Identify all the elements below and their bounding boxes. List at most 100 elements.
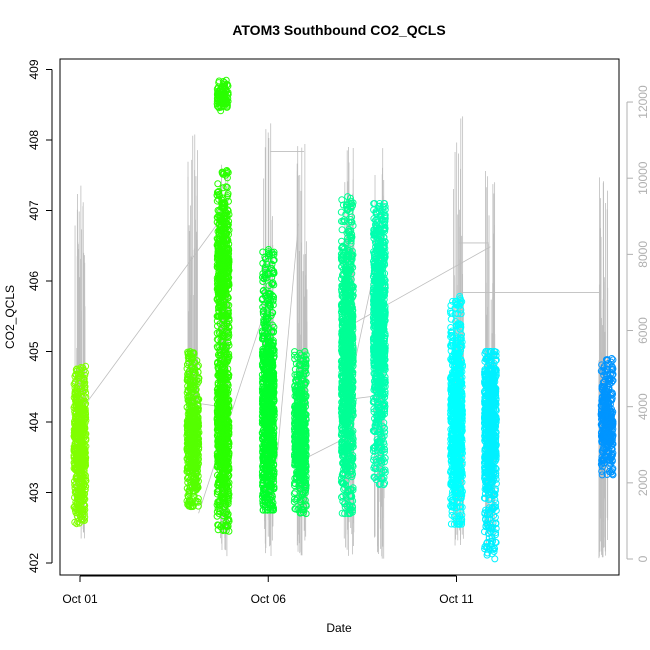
co2-point <box>70 454 78 462</box>
co2-point <box>72 473 80 481</box>
co2-point <box>185 445 193 453</box>
co2-point <box>184 478 192 486</box>
co2-point <box>193 482 201 490</box>
co2-point <box>74 402 82 410</box>
co2-point <box>81 457 89 465</box>
co2-point <box>225 517 233 525</box>
co2-point <box>76 465 84 473</box>
co2-point <box>189 384 197 392</box>
co2-point <box>77 438 85 446</box>
co2-point <box>191 466 199 474</box>
co2-point <box>186 501 194 509</box>
co2-point <box>186 456 194 464</box>
co2-point <box>192 390 200 398</box>
co2-point <box>184 474 192 482</box>
co2-point <box>76 472 84 480</box>
co2-point <box>194 472 202 480</box>
co2-point <box>79 444 87 452</box>
co2-point <box>184 467 192 475</box>
co2-point <box>80 500 88 508</box>
co2-point <box>185 349 193 357</box>
co2-point <box>75 519 83 527</box>
co2-point <box>188 362 196 370</box>
co2-point <box>189 402 197 410</box>
co2-point <box>82 483 90 491</box>
co2-point <box>72 428 80 436</box>
co2-point <box>81 431 89 439</box>
co2-point <box>80 380 88 388</box>
co2-point <box>77 515 85 523</box>
co2-point <box>193 443 201 451</box>
co2-point <box>79 493 87 501</box>
co2-point <box>219 512 227 520</box>
co2-point <box>71 493 79 501</box>
co2-point <box>192 419 200 427</box>
co2-point <box>73 483 81 491</box>
co2-point <box>183 422 191 430</box>
co2-point <box>188 399 196 407</box>
co2-point <box>195 395 203 403</box>
co2-points <box>70 76 617 563</box>
co2-point <box>72 498 80 506</box>
co2-point <box>194 407 202 415</box>
co2-point <box>214 180 222 188</box>
co2-point <box>194 502 202 510</box>
co2-point <box>80 397 88 405</box>
co2-point <box>74 389 82 397</box>
co2-point <box>71 410 79 418</box>
co2-point <box>77 370 85 378</box>
co2-point <box>71 518 79 526</box>
co2-point <box>71 465 79 473</box>
co2-point <box>76 500 84 508</box>
co2-point <box>190 411 198 419</box>
co2-point <box>81 458 89 466</box>
co2-point <box>73 365 81 373</box>
co2-point <box>195 438 203 446</box>
co2-point <box>79 489 87 497</box>
co2-point <box>82 454 90 462</box>
co2-point <box>80 392 88 400</box>
co2-point <box>80 424 88 432</box>
co2-point <box>194 495 202 503</box>
co2-point <box>214 336 222 344</box>
co2-point <box>78 407 86 415</box>
co2-point <box>192 480 200 488</box>
co2-point <box>72 444 80 452</box>
co2-point <box>225 322 233 330</box>
co2-point <box>81 371 89 379</box>
co2-point <box>225 494 233 502</box>
co2-point <box>186 376 194 384</box>
co2-point <box>76 507 84 515</box>
co2-point <box>183 468 191 476</box>
co2-point <box>78 394 86 402</box>
co2-point <box>214 351 222 359</box>
co2-point <box>218 521 226 529</box>
co2-point <box>73 520 81 528</box>
co2-point <box>71 377 79 385</box>
co2-point <box>186 411 194 419</box>
co2-point <box>72 415 80 423</box>
co2-point <box>338 196 346 204</box>
co2-point <box>194 368 202 376</box>
chart-title: ATOM3 Southbound CO2_QCLS <box>232 22 445 38</box>
co2-point <box>192 444 200 452</box>
co2-point <box>194 430 202 438</box>
co2-point <box>338 226 346 234</box>
co2-point <box>186 440 194 448</box>
co2-point <box>71 372 79 380</box>
co2-point <box>72 423 80 431</box>
co2-point <box>187 473 195 481</box>
co2-point <box>72 480 80 488</box>
co2-point <box>189 349 197 357</box>
co2-point <box>214 521 222 529</box>
co2-point <box>185 497 193 505</box>
altitude-connector-line <box>198 299 269 514</box>
co2-point <box>194 498 202 506</box>
co2-point <box>193 423 201 431</box>
co2-point <box>192 447 200 455</box>
altitude-connector-line <box>83 223 218 407</box>
co2-point <box>81 384 89 392</box>
co2-point <box>80 375 88 383</box>
co2-point <box>79 409 87 417</box>
